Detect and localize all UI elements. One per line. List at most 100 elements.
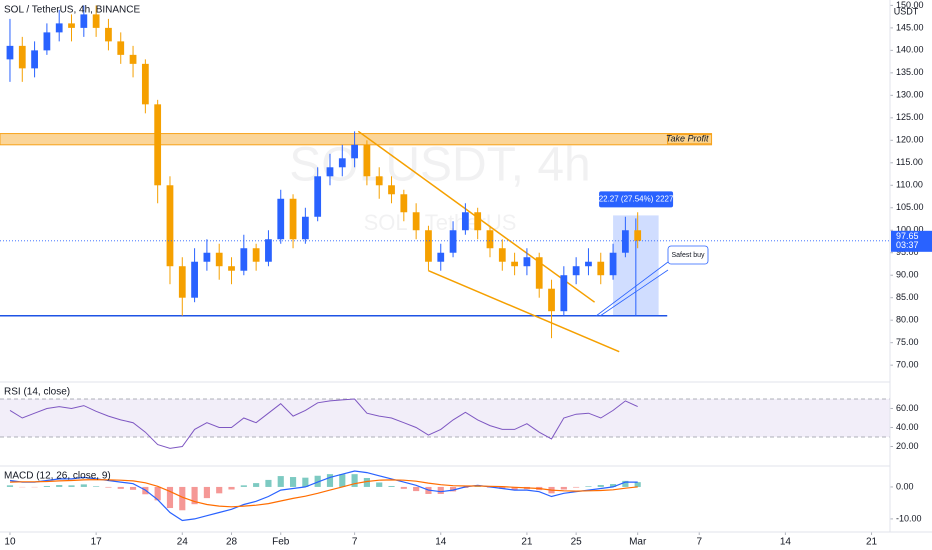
candle-body <box>461 212 469 231</box>
x-tick-label: 14 <box>780 537 792 548</box>
candle-body <box>154 104 162 186</box>
histogram-bar <box>560 486 567 490</box>
y-tick-label: 140.00 <box>896 45 924 55</box>
histogram-bar <box>43 485 50 487</box>
x-tick-label: 24 <box>177 537 189 548</box>
candle-body <box>301 216 309 240</box>
macd-title: MACD (12, 26, close, 9) <box>4 471 111 482</box>
candle-body <box>191 261 198 298</box>
candle-body <box>388 185 395 195</box>
histogram-bar <box>68 485 75 487</box>
histogram-bar <box>216 486 223 494</box>
candle-body <box>228 266 235 271</box>
histogram-bar <box>80 484 87 487</box>
currency-label: USDT <box>894 6 919 16</box>
y-tick-label: 85.00 <box>896 292 919 302</box>
candle-body <box>400 194 408 213</box>
candle-body <box>486 230 494 249</box>
y-tick-label: 0.00 <box>896 481 914 491</box>
rsi-band <box>0 398 890 437</box>
candle-body <box>363 144 371 177</box>
histogram-bar <box>240 485 247 487</box>
y-tick-label: 60.00 <box>896 403 919 413</box>
y-tick-label: 80.00 <box>896 315 919 325</box>
histogram-bar <box>154 486 161 501</box>
candle-body <box>412 212 420 231</box>
candle-body <box>277 198 285 240</box>
y-tick-label: 40.00 <box>896 422 919 432</box>
take-profit-label-box <box>667 134 713 145</box>
candle-body <box>511 261 518 267</box>
histogram-bar <box>277 476 284 487</box>
candle-body <box>203 252 211 262</box>
candle-body <box>92 14 100 28</box>
histogram-bar <box>56 485 63 487</box>
x-tick-label: Mar <box>629 537 647 548</box>
candle-body <box>43 32 51 51</box>
x-tick-label: 14 <box>435 537 447 548</box>
histogram-bar <box>597 485 604 487</box>
y-tick-label: 90.00 <box>896 270 919 280</box>
histogram-bar <box>105 486 112 488</box>
candle-body <box>351 144 358 159</box>
histogram-bar <box>400 486 407 489</box>
candle-body <box>265 239 272 262</box>
histogram-bar <box>253 483 260 487</box>
histogram-bar <box>117 486 124 489</box>
histogram-bar <box>228 486 235 490</box>
histogram-bar <box>166 486 174 509</box>
macd-line <box>9 470 638 522</box>
x-tick-label: 25 <box>571 537 583 548</box>
histogram-bar <box>609 484 617 487</box>
y-tick-label: 95.00 <box>896 247 919 257</box>
measure-label: 22.27 (27.54%) 2227 <box>599 195 674 204</box>
y-tick-label: 75.00 <box>896 337 919 347</box>
x-tick-label: 28 <box>226 537 238 548</box>
histogram-bar <box>179 486 186 511</box>
y-tick-label: 125.00 <box>896 112 924 122</box>
histogram-bar <box>376 482 383 487</box>
last-price-label: 97.65 <box>896 231 919 241</box>
note-pointer <box>595 261 669 317</box>
candle-body <box>609 252 617 276</box>
candle-body <box>166 185 174 267</box>
histogram-bar <box>388 485 395 487</box>
candle-body <box>80 14 88 28</box>
chart-header: SOL / TetherUS, 4h, BINANCE <box>4 5 140 16</box>
candle-body <box>437 252 445 262</box>
y-tick-label: 115.00 <box>896 157 923 167</box>
last-price-box <box>891 230 932 252</box>
histogram-bar <box>129 486 137 490</box>
x-tick-label: 17 <box>91 537 103 548</box>
candle-body <box>18 45 26 69</box>
histogram-bar <box>413 486 420 492</box>
y-tick-label: 130.00 <box>896 90 924 100</box>
histogram-bar <box>437 486 444 494</box>
x-tick-label: 21 <box>521 537 533 548</box>
candle-body <box>68 23 75 28</box>
candle-body <box>6 45 14 60</box>
candle-body <box>449 230 457 253</box>
x-tick-label: 10 <box>4 537 16 548</box>
signal-line <box>9 478 638 508</box>
candle-body <box>178 266 186 298</box>
histogram-bar <box>265 479 272 487</box>
candle-body <box>55 23 63 33</box>
histogram-bar <box>511 486 518 490</box>
rsi-line <box>9 398 638 449</box>
histogram-bar <box>351 474 358 487</box>
histogram-bar <box>93 486 100 487</box>
y-tick-label: 110.00 <box>896 180 923 190</box>
rsi-title: RSI (14, close) <box>4 387 70 398</box>
candle-body <box>634 230 642 241</box>
candle-body <box>141 63 149 105</box>
wedge-line <box>428 270 620 353</box>
y-tick-label: 70.00 <box>896 360 919 370</box>
histogram-bar <box>622 480 629 487</box>
y-tick-label: 20.00 <box>896 441 919 451</box>
histogram-bar <box>449 486 457 492</box>
take-profit-zone <box>0 133 713 146</box>
watermark: SOLUSDT, 4h <box>289 139 590 192</box>
measure-label-box <box>599 191 674 208</box>
